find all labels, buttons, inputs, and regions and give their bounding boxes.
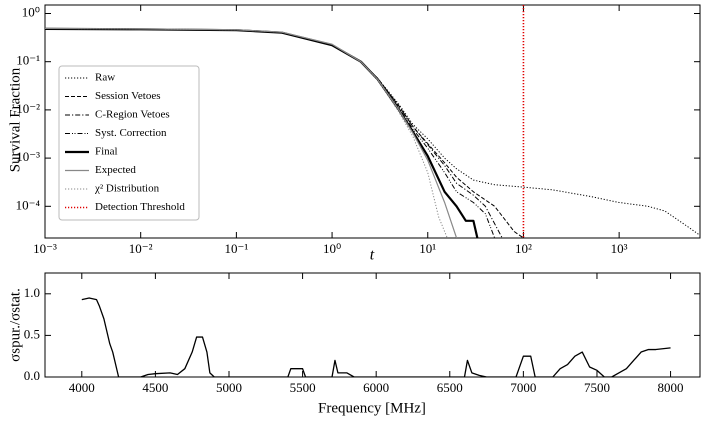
legend-label: Final (95, 146, 118, 158)
x-tick-label: 5000 (216, 380, 242, 395)
legend-label: Syst. Correction (95, 127, 167, 139)
x-axis-label: t (370, 247, 375, 264)
x-tick-label: 10⁻¹ (224, 241, 248, 256)
x-tick-label: 5500 (290, 380, 316, 395)
x-tick-label: 10² (515, 241, 532, 256)
y-tick-label: 0.0 (24, 368, 40, 383)
x-tick-label: 7000 (510, 380, 536, 395)
x-tick-label: 7500 (584, 380, 610, 395)
y-tick-label: 10⁻³ (16, 149, 40, 164)
y-tick-label: 0.5 (24, 326, 40, 341)
plot-frame (44, 4, 701, 239)
legend-label: C-Region Vetoes (95, 109, 170, 121)
series-line (45, 28, 496, 238)
y-tick-label: 10⁻² (16, 101, 40, 116)
legend-label: Raw (95, 72, 115, 84)
legend-label: Detection Threshold (95, 201, 185, 213)
series-line (45, 28, 700, 236)
legend-frame (58, 65, 200, 221)
legend-label: Session Vetoes (95, 90, 161, 102)
x-tick-label: 4500 (142, 380, 168, 395)
plot-area (45, 5, 700, 238)
legend: Raw Session Vetoes C-Region Vetoes Syst. Co… (58, 65, 200, 221)
legend-label: Expected (95, 164, 136, 176)
x-tick-label: 6000 (363, 380, 389, 395)
series-line (81, 297, 671, 377)
plot-frame (44, 272, 701, 378)
series-line (45, 28, 524, 238)
x-tick-label: 4000 (69, 380, 95, 395)
plot-area (81, 297, 671, 377)
x-tick-label: 6500 (437, 380, 463, 395)
y-tick-label: 10⁰ (22, 4, 40, 19)
x-tick-label: 10⁻² (129, 241, 153, 256)
y-axis-label: Survival Fraction (7, 67, 23, 172)
x-tick-label: 10⁰ (323, 241, 341, 256)
x-tick-label: 10⁻³ (33, 241, 57, 256)
legend-label: χ² Distribution (94, 183, 160, 195)
x-tick-label: 8000 (658, 380, 684, 395)
series-line (45, 27, 458, 238)
y-axis-label: σspur./σstat. (7, 288, 23, 362)
y-tick-label: 10⁻⁴ (16, 197, 41, 212)
y-tick-label: 1.0 (24, 285, 40, 300)
x-axis-label: Frequency [MHz] (318, 400, 426, 416)
x-tick-label: 10¹ (419, 241, 436, 256)
x-tick-label: 10³ (611, 241, 628, 256)
y-tick-label: 10⁻¹ (16, 53, 40, 68)
